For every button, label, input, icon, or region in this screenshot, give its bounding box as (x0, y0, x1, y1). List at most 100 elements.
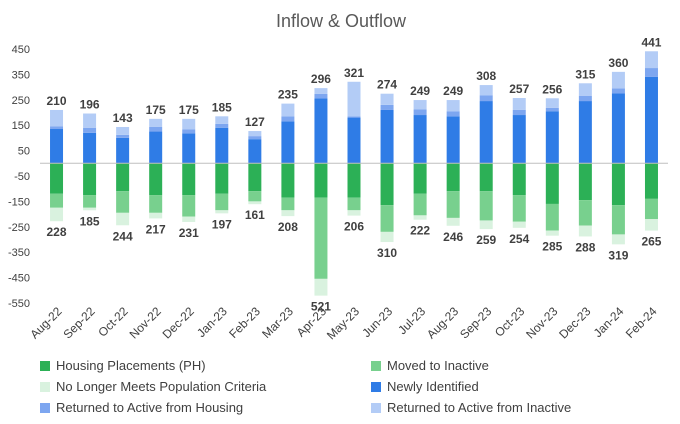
bar-segment (215, 127, 229, 164)
bar-segment (512, 115, 526, 164)
y-tick-label: -450 (8, 273, 30, 285)
inflow-total-label: 296 (311, 72, 331, 86)
outflow-total-label: 285 (542, 240, 562, 254)
bar-segment (281, 103, 295, 117)
bar-segment (611, 205, 625, 235)
outflow-total-label: 208 (278, 220, 298, 234)
bar-segment (644, 163, 658, 199)
bar-segment (149, 163, 163, 196)
bar-segment (380, 109, 394, 164)
bar-segment (446, 111, 460, 117)
bar-segment (281, 116, 295, 122)
outflow-total-label: 310 (377, 246, 397, 260)
bar-segment (545, 107, 559, 112)
outflow-total-label: 244 (113, 229, 133, 243)
inflow-total-label: 185 (212, 100, 232, 114)
bar-segment (413, 215, 427, 220)
legend-swatch (371, 361, 381, 371)
y-tick-label: 50 (18, 146, 30, 158)
bar-segment (644, 51, 658, 69)
bar-segment (215, 193, 229, 211)
outflow-total-label: 197 (212, 217, 232, 231)
bar-segment (545, 98, 559, 108)
bar-segment (578, 83, 592, 96)
legend-item: Housing Placements (PH) (40, 358, 206, 373)
outflow-total-label: 217 (146, 222, 166, 236)
bar-segment (116, 126, 130, 135)
outflow-total-label: 254 (509, 232, 529, 246)
bar-stacks (50, 51, 658, 296)
outflow-total-label: 222 (410, 224, 430, 238)
bar-segment (545, 230, 559, 236)
inflow-total-label: 274 (377, 78, 397, 92)
bar-segment (314, 163, 328, 198)
outflow-total-label: 259 (476, 233, 496, 247)
bar-segment (644, 219, 658, 231)
y-tick-label: 450 (12, 44, 30, 56)
bar-segment (50, 109, 64, 127)
y-tick-label: -250 (8, 222, 30, 234)
bar-segment (149, 212, 163, 219)
bar-segment (512, 163, 526, 196)
bar-segment (644, 198, 658, 220)
bar-segment (248, 191, 262, 202)
bar-segment (83, 195, 97, 208)
bar-segment (314, 98, 328, 164)
bar-segment (50, 129, 64, 164)
inflow-total-label: 175 (179, 103, 199, 117)
legend-swatch (371, 382, 381, 392)
bar-segment (413, 193, 427, 216)
bar-segment (149, 126, 163, 132)
inflow-total-label: 360 (608, 56, 628, 70)
x-tick-label: Feb-23 (226, 304, 263, 341)
x-tick-label: Dec-22 (160, 304, 197, 341)
bar-segment (281, 197, 295, 211)
bar-segment (83, 127, 97, 133)
bar-segment (413, 163, 427, 194)
inflow-total-label: 321 (344, 66, 364, 80)
legend-label: No Longer Meets Population Criteria (56, 379, 267, 394)
bar-segment (215, 116, 229, 124)
bar-segment (413, 109, 427, 116)
legend-swatch (40, 382, 50, 392)
bar-segment (380, 104, 394, 110)
bar-segment (83, 163, 97, 196)
bar-segment (578, 163, 592, 201)
inflow-total-label: 249 (443, 84, 463, 98)
bar-segment (83, 113, 97, 128)
total-labels: 210 228 196 185 143 244 175 217 175 231 185 197 127 1… (47, 35, 662, 313)
bar-segment (380, 163, 394, 206)
bar-segment (83, 207, 97, 211)
bar-segment (149, 195, 163, 213)
legend-item: Moved to Inactive (371, 358, 489, 373)
bar-segment (248, 139, 262, 164)
bar-segment (248, 131, 262, 137)
inflow-total-label: 257 (509, 82, 529, 96)
bar-segment (116, 137, 130, 164)
bar-segment (248, 201, 262, 205)
x-tick-label: Jan-24 (591, 304, 627, 340)
x-tick-label: Aug-23 (424, 304, 461, 341)
bar-segment (182, 163, 196, 196)
bar-segment (512, 221, 526, 228)
inflow-total-label: 308 (476, 69, 496, 83)
y-tick-label: 150 (12, 120, 30, 132)
bar-segment (248, 136, 262, 140)
bar-segment (479, 95, 493, 102)
x-tick-label: Aug-22 (27, 304, 64, 341)
x-tick-label: Nov-23 (523, 304, 560, 341)
bar-segment (446, 116, 460, 164)
bar-segment (281, 163, 295, 198)
bar-segment (479, 85, 493, 96)
bar-segment (347, 197, 361, 211)
bar-segment (215, 163, 229, 194)
outflow-total-label: 246 (443, 230, 463, 244)
bar-segment (83, 132, 97, 164)
legend-item: Returned to Active from Inactive (371, 400, 571, 415)
inflow-total-label: 196 (80, 98, 100, 112)
bar-segment (182, 195, 196, 217)
bar-segment (149, 131, 163, 164)
bar-segment (545, 203, 559, 231)
bar-segment (479, 101, 493, 164)
